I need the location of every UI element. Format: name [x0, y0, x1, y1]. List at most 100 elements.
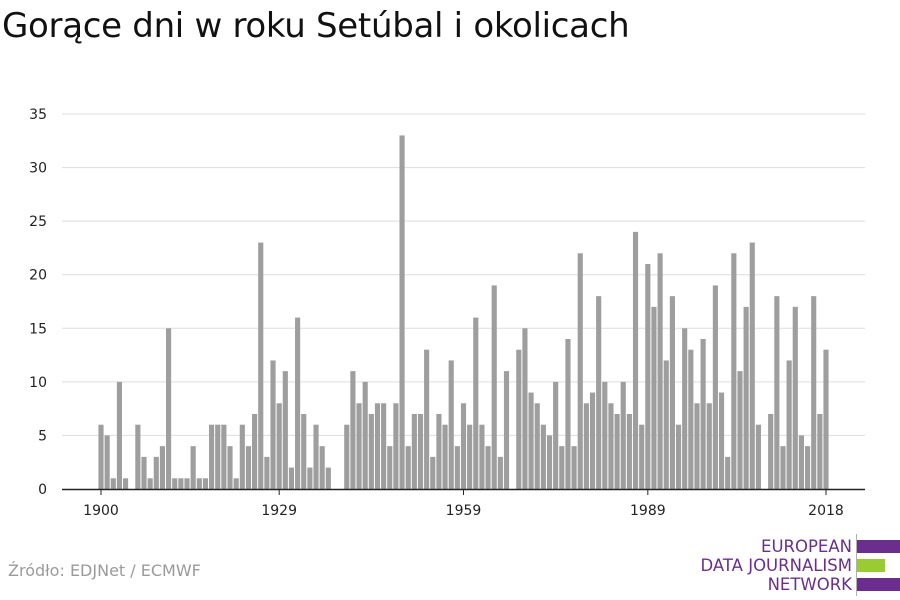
- logo-divider: [856, 534, 857, 596]
- bar-2007: [755, 424, 761, 489]
- bar-1958: [454, 446, 460, 489]
- bar-1949: [399, 135, 405, 489]
- bar-1926: [258, 242, 264, 489]
- bar-1975: [559, 446, 565, 489]
- bar-1980: [589, 392, 596, 489]
- bar-1937: [325, 467, 331, 489]
- bar-1986: [626, 414, 632, 489]
- bar-1995: [682, 328, 688, 489]
- bar-1909: [153, 456, 159, 489]
- bar-1911: [166, 328, 172, 489]
- y-tick-label: 30: [29, 161, 47, 177]
- bar-1972: [540, 424, 546, 489]
- x-tick-label: 2018: [808, 503, 844, 519]
- bar-1963: [485, 446, 491, 489]
- bar-1942: [356, 403, 362, 489]
- bar-2002: [725, 456, 731, 489]
- bar-1951: [411, 414, 417, 489]
- bar-1984: [614, 414, 620, 489]
- bar-1998: [700, 339, 706, 489]
- bar-1992: [663, 360, 669, 489]
- bar-1945: [374, 403, 381, 489]
- bar-1989: [645, 264, 651, 489]
- bar-2017: [817, 414, 823, 489]
- bar-1941: [350, 371, 356, 489]
- bar-1991: [657, 253, 663, 489]
- edjnet-logo[interactable]: EUROPEAN DATA JOURNALISM NETWORK: [700, 534, 900, 596]
- bar-1934: [307, 467, 313, 489]
- bar-1968: [516, 349, 522, 489]
- gridlines: [62, 113, 865, 436]
- bar-1955: [436, 414, 442, 489]
- bar-1925: [252, 414, 258, 489]
- bar-1944: [368, 414, 374, 489]
- bar-1930: [282, 371, 288, 489]
- logo-bar-bottom: [857, 578, 900, 591]
- bar-1999: [706, 403, 712, 489]
- bar-2015: [805, 446, 811, 489]
- bar-1917: [202, 478, 209, 489]
- chart-title: Gorące dni w roku Setúbal i okolicach: [2, 6, 630, 46]
- bar-1988: [639, 424, 645, 489]
- bar-1953: [424, 349, 430, 489]
- bar-1952: [417, 414, 424, 489]
- logo-line-3: NETWORK: [767, 575, 852, 594]
- y-tick-labels: 0 5 10 15 20 25 30 35: [29, 107, 47, 498]
- bar-1903: [116, 381, 122, 489]
- bar-2003: [731, 253, 737, 489]
- bar-1983: [608, 403, 614, 489]
- y-tick-label: 0: [38, 482, 47, 498]
- y-tick-label: 10: [29, 375, 47, 391]
- bar-1985: [620, 381, 626, 489]
- y-tick-label: 15: [29, 321, 47, 337]
- bar-1957: [448, 360, 454, 489]
- bar-1910: [159, 446, 166, 489]
- bar-2000: [712, 285, 718, 489]
- bar-2004: [737, 371, 743, 489]
- bar-1964: [491, 285, 497, 489]
- bar-1974: [553, 381, 559, 489]
- bar-1916: [196, 478, 202, 489]
- bar-1960: [467, 424, 473, 489]
- bar-1936: [319, 446, 325, 489]
- bar-1913: [178, 478, 184, 489]
- bar-1906: [135, 424, 141, 489]
- x-tick-label: 1959: [446, 503, 482, 519]
- bar-1982: [602, 381, 608, 489]
- bar-1902: [110, 478, 116, 489]
- bar-1918: [209, 424, 215, 489]
- bar-1978: [577, 253, 583, 489]
- bar-1922: [233, 478, 239, 489]
- bar-2014: [798, 435, 804, 489]
- bar-1907: [141, 456, 147, 489]
- bar-1901: [104, 435, 110, 489]
- bar-1969: [522, 328, 528, 489]
- logo-bar-top: [857, 540, 900, 553]
- bar-1994: [675, 424, 682, 489]
- bar-1931: [288, 467, 295, 489]
- x-tick-label: 1929: [261, 503, 297, 519]
- y-tick-label: 20: [29, 268, 47, 284]
- bar-1932: [295, 317, 301, 489]
- bar-1987: [632, 231, 639, 490]
- bars: [98, 135, 829, 490]
- bar-1908: [147, 478, 153, 489]
- bar-2006: [749, 242, 755, 489]
- bar-1904: [123, 478, 129, 489]
- bar-2018: [823, 349, 829, 489]
- bar-2012: [786, 360, 792, 489]
- bar-2013: [792, 306, 798, 489]
- bar-1924: [245, 446, 252, 489]
- bar-1966: [503, 371, 510, 489]
- source-note: Źródło: EDJNet / ECMWF: [8, 561, 201, 580]
- bar-1933: [301, 414, 307, 489]
- bar-1943: [362, 381, 368, 489]
- x-tick-label: 1900: [83, 503, 119, 519]
- bar-1928: [270, 360, 276, 489]
- bar-1965: [497, 456, 503, 489]
- bar-1948: [393, 403, 399, 489]
- bar-1977: [571, 446, 577, 489]
- y-tick-label: 35: [29, 107, 47, 123]
- bar-1912: [172, 478, 178, 489]
- bar-1959: [460, 403, 467, 489]
